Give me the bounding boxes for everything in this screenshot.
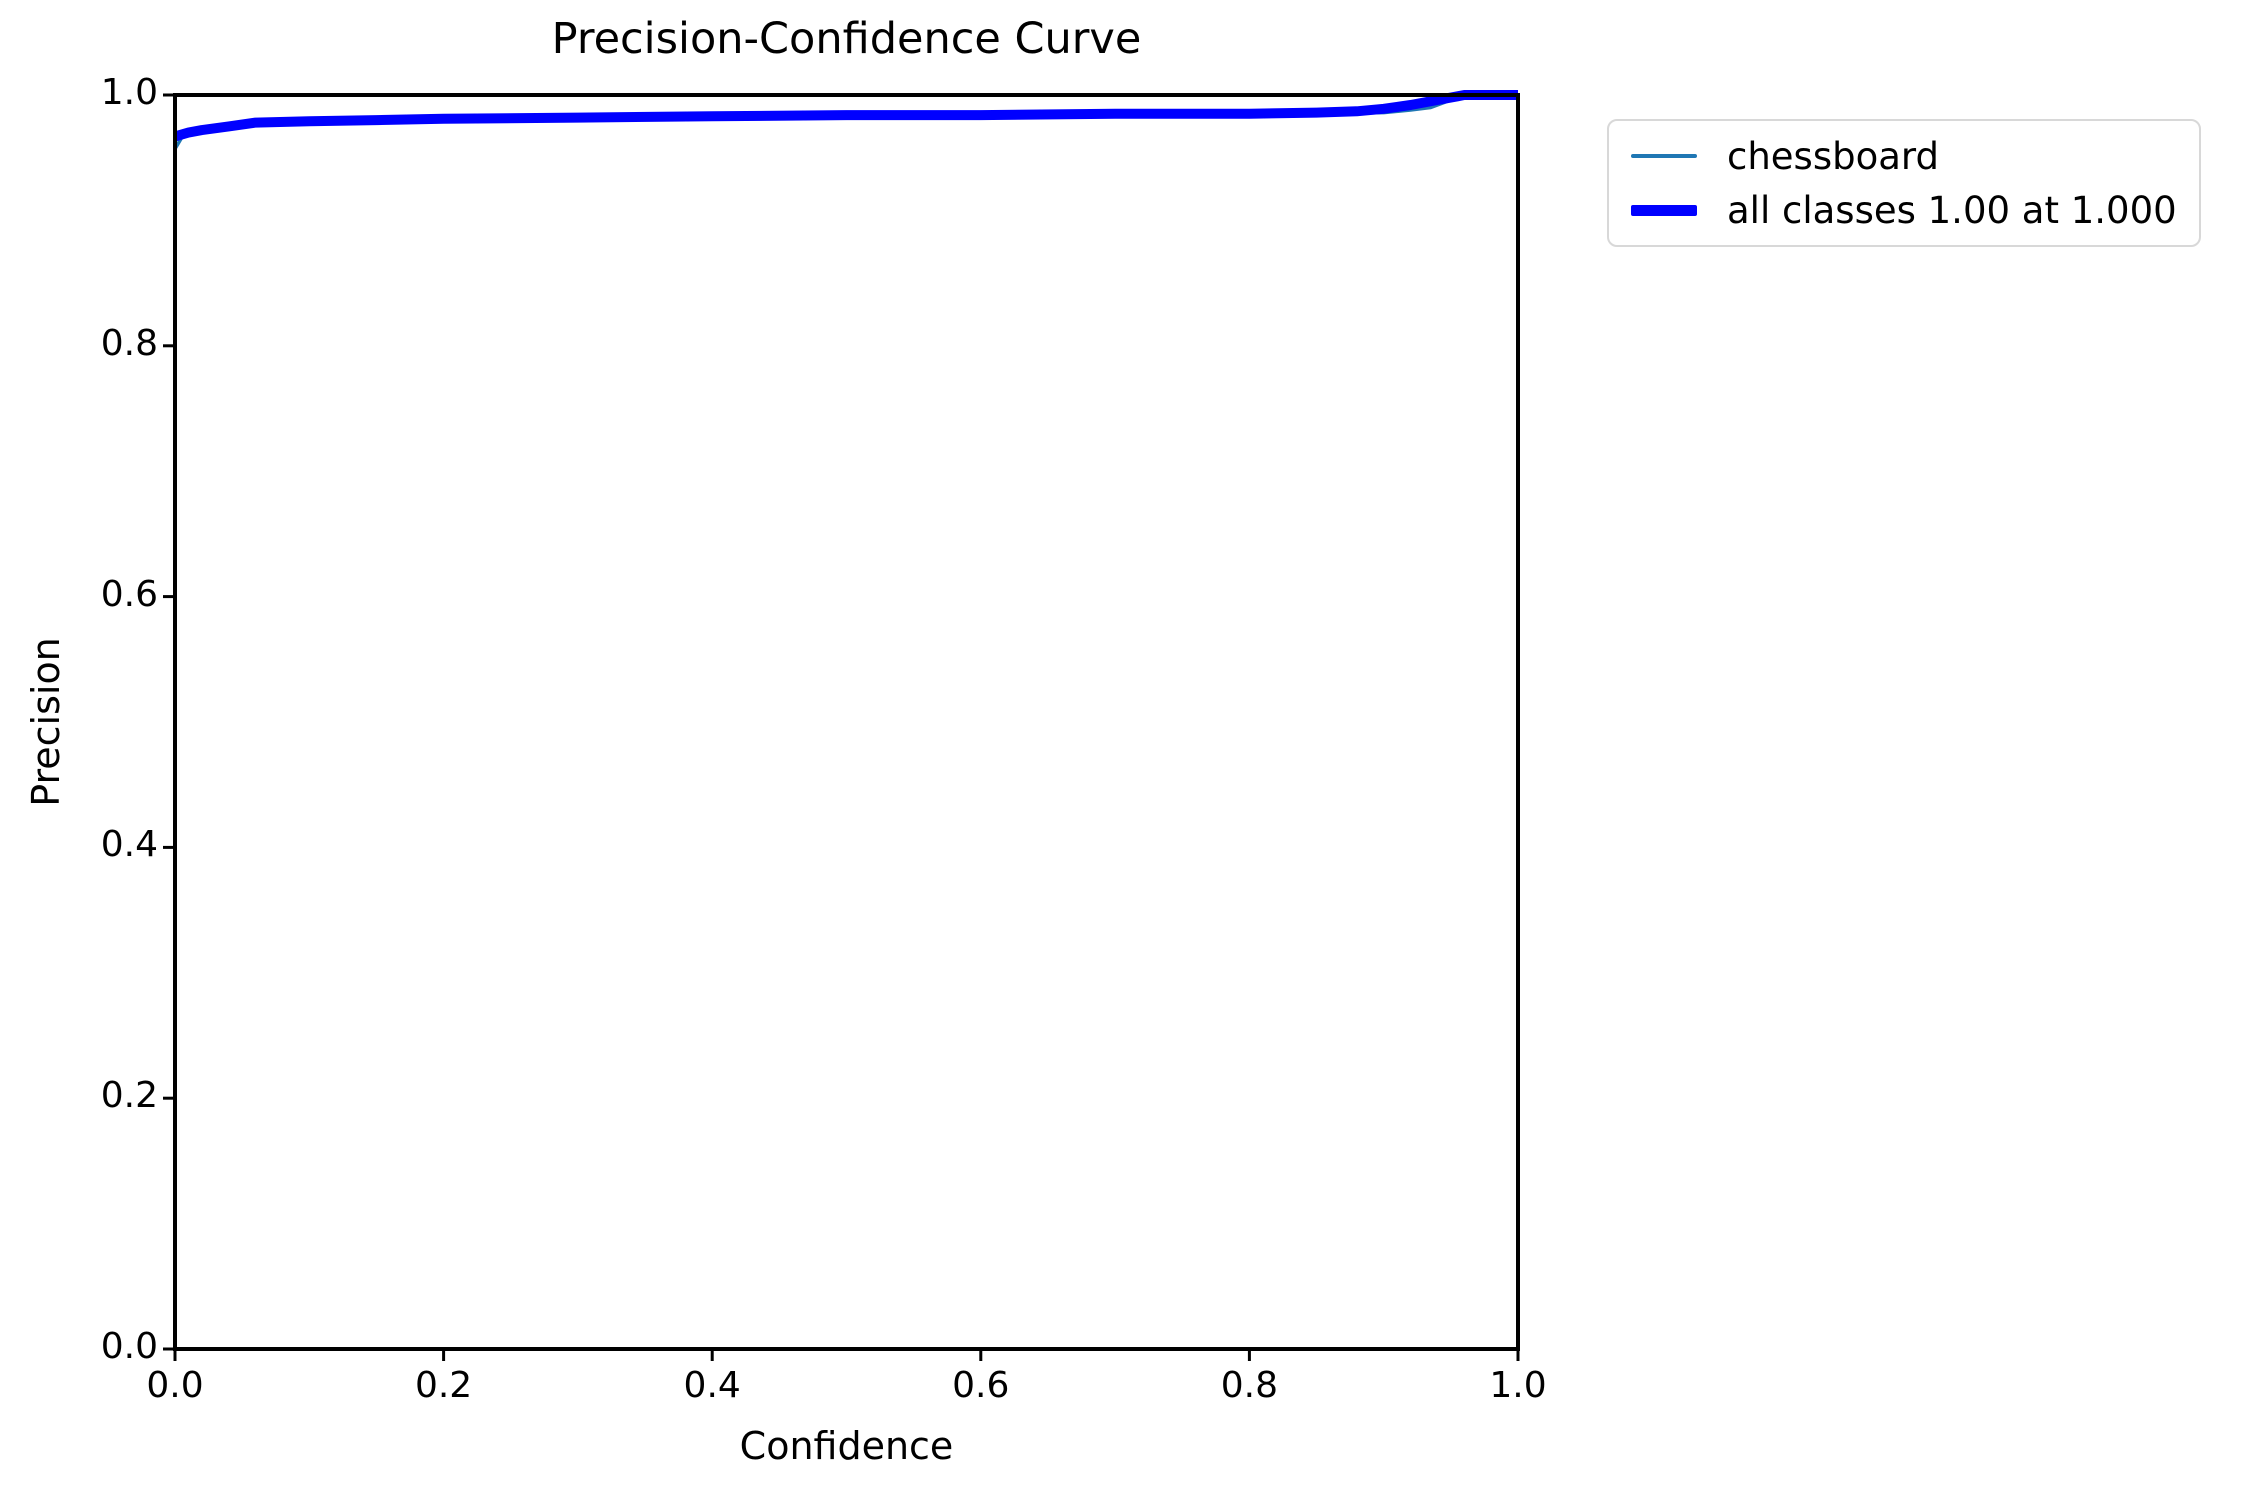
axes-spines [173,93,1520,1351]
x-tick-label: 0.6 [952,1365,1010,1406]
y-tick-label: 0.6 [100,573,158,615]
x-tick-label: 0.4 [683,1365,741,1406]
legend: chessboard all classes 1.00 at 1.000 [1607,119,2201,247]
curve-all [173,90,1518,142]
y-tick-label: 1.0 [100,72,158,113]
y-tick-label: 0.4 [100,824,158,866]
x-axis-label: Confidence [739,1424,954,1468]
legend-item-chessboard: chessboard [1631,133,2189,179]
y-tick-label: 0.2 [100,1075,158,1117]
y-tick-label: 0.0 [100,1326,158,1367]
chart-title: Precision-Confidence Curve [551,14,1142,64]
x-tick-label: 1.0 [1489,1365,1547,1406]
legend-item-all-classes: all classes 1.00 at 1.000 [1631,187,2189,233]
legend-line-sample-all-classes-icon [1631,204,1697,216]
y-tick-label: 0.8 [100,322,158,364]
legend-label-all-classes: all classes 1.00 at 1.000 [1727,188,2177,232]
legend-label-chessboard: chessboard [1727,134,1939,178]
legend-line-sample-chessboard-icon [1631,154,1697,158]
x-tick-label: 0.2 [414,1365,473,1406]
x-tick-label: 0.8 [1220,1365,1279,1406]
y-axis-label: Precision [24,637,68,807]
x-tick-label: 0.0 [146,1365,204,1406]
